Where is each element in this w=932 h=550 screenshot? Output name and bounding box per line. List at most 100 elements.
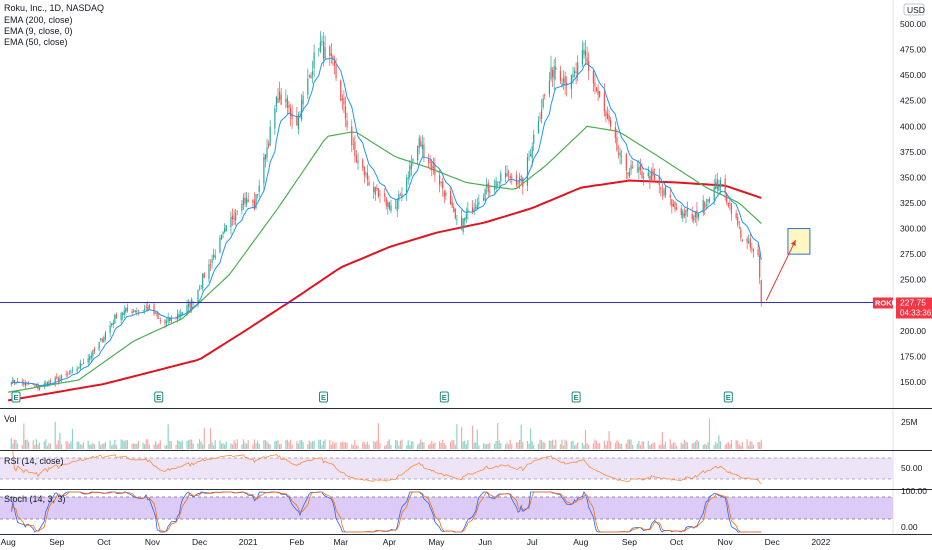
volume-bar [208,444,210,449]
volume-bar [313,440,315,449]
volume-bar [508,444,510,449]
legend-ema50[interactable]: EMA (50, close) [4,37,68,47]
volume-bar [67,441,69,449]
candle-body [277,98,279,103]
volume-bar [395,440,397,449]
time-tick-label: May [428,537,445,547]
volume-bar [680,442,682,449]
candle-body [484,189,486,200]
currency-badge[interactable] [903,3,925,16]
symbol-title[interactable]: Roku, Inc., 1D, NASDAQ [4,3,105,13]
volume-bar [125,440,127,449]
legend-ema9[interactable]: EMA (9, close, 0) [4,26,73,36]
volume-bar [562,445,565,449]
candle-body [694,211,696,217]
earnings-label: E [726,393,731,402]
candle-body [92,350,94,357]
price-axis[interactable]: 150.00175.00200.00225.00250.00275.00300.… [900,19,926,387]
candle-body [757,249,759,256]
candle-body [669,195,671,198]
candle-body [621,155,623,157]
candle-body [159,320,161,321]
volume-bar [131,443,133,449]
volume-bar [464,440,466,449]
price-tick-label: 250.00 [900,275,926,285]
volume-bar [493,443,496,449]
candle-body [542,98,544,108]
candle-body [180,313,182,317]
stoch-pane-label[interactable]: Stoch (14, 3, 3) [4,494,66,504]
candle-body [230,217,232,228]
candle-body [156,311,158,317]
last-price-marker[interactable]: ROKU 227.75 04:33:36 [873,297,932,319]
candle-body [343,97,345,105]
candle-body [213,254,215,258]
volume-bar [730,440,733,449]
volume-bar [49,443,52,449]
volume-bar [136,443,138,449]
candle-body [395,207,397,209]
volume-bar [126,440,128,449]
candle-body [109,325,111,333]
candle-body [664,186,667,196]
price-pane[interactable] [0,0,893,408]
candle-body [553,66,555,80]
rsi-pane-label[interactable]: RSI (14, close) [4,456,64,466]
candle-body [410,163,412,170]
volume-bar [57,440,59,449]
legend-ema200[interactable]: EMA (200, close) [4,15,73,25]
candle-body [147,306,149,311]
candle-body [15,383,17,385]
volume-bar [423,442,425,449]
candle-body [211,259,213,264]
candle-body [10,383,12,385]
candle-body [603,92,605,112]
target-arrow[interactable] [765,239,797,301]
volume-bars [10,418,762,449]
candle-body [246,198,248,205]
candle-body [539,116,541,118]
candle-body [671,199,673,207]
volume-pane-label[interactable]: Vol [4,414,17,424]
candle-body [115,314,117,319]
candle-body [89,356,91,361]
candle-body [449,190,452,205]
volume-bar [605,444,607,449]
rsi-band [0,458,893,479]
volume-bar [224,444,226,449]
candle-body [48,381,50,386]
volume-bar [357,445,359,449]
candle-body [439,175,441,185]
volume-bar [594,439,596,449]
volume-bar [231,444,234,449]
candle-body [377,188,380,197]
volume-bar [263,440,265,449]
volume-bar [672,442,674,449]
volume-bar [625,443,627,449]
volume-bar [192,443,194,449]
stoch-band [0,497,893,519]
volume-pane[interactable] [0,409,893,450]
volume-bar [707,442,709,449]
volume-bar [308,440,310,449]
volume-bar [663,444,665,449]
candle-body [155,312,157,314]
candle-body [169,317,171,321]
candle-body [508,171,510,173]
volume-bar [189,439,191,449]
volume-bar [178,440,180,449]
volume-bar [15,439,17,449]
candle-body [285,99,287,102]
time-axis[interactable]: Aug Sep Oct Nov Dec 2021 Feb Mar Apr May Jun Jul Aug… [1,537,831,547]
target-box[interactable] [787,228,811,255]
volume-bar [186,441,188,449]
candle-body [417,145,419,161]
candle-body [297,114,300,130]
candle-body [647,172,649,177]
candle-body [93,348,96,351]
candle-body [363,167,365,176]
candle-body [263,156,265,184]
volume-bar [616,440,618,449]
candle-body [68,373,70,375]
